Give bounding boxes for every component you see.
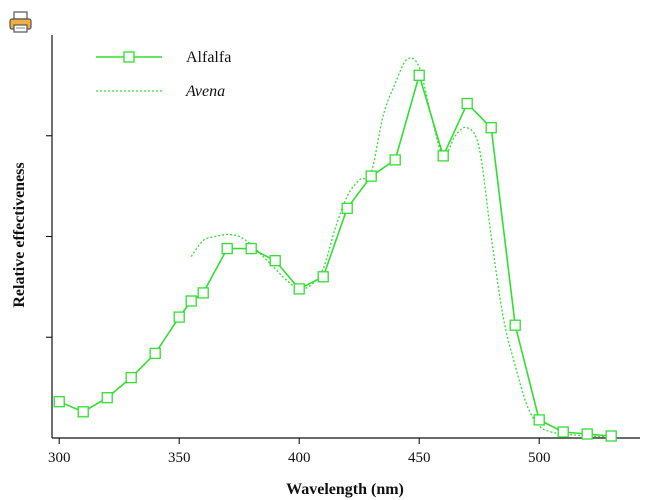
data-point-alfalfa-450 [413,69,425,81]
legend: Alfalfa Avena [96,49,231,100]
x-axis-title: Wavelength (nm) [286,481,404,498]
data-point-alfalfa-300 [53,396,65,408]
data-point-alfalfa-390 [269,255,281,267]
data-point-alfalfa-470 [461,97,473,110]
data-point-alfalfa-490 [509,319,521,331]
legend-label-alfalfa: Alfalfa [186,49,231,66]
data-point-alfalfa-530 [605,430,617,442]
x-tick-label-500: 500 [528,450,551,466]
x-tick-label-350: 350 [168,450,191,466]
y-axis-title: Relative effectiveness [11,162,28,307]
data-point-alfalfa-460 [437,150,449,162]
data-point-alfalfa-520 [581,428,593,440]
data-point-alfalfa-340 [149,347,161,360]
data-point-alfalfa-400 [293,283,305,295]
legend-label-avena: Avena [185,83,225,100]
data-point-alfalfa-370 [221,242,233,255]
x-tick-label-300: 300 [48,450,71,466]
data-point-alfalfa-350 [173,311,185,323]
x-tick-label-450: 450 [408,450,431,466]
data-point-alfalfa-440 [389,154,401,166]
data-point-alfalfa-480 [485,122,497,134]
series-line-alfalfa [58,72,612,437]
data-point-alfalfa-320 [101,392,113,404]
legend-marker-alfalfa [123,51,135,63]
data-point-alfalfa-310 [77,406,89,418]
data-point-alfalfa-380 [245,242,257,255]
data-point-alfalfa-410 [317,271,329,283]
x-tick-label-400: 400 [288,450,311,466]
printer-icon[interactable] [9,11,32,33]
data-point-alfalfa-500 [533,414,545,426]
data-point-alfalfa-430 [365,170,377,182]
data-point-alfalfa-330 [125,371,137,384]
data-point-alfalfa-360 [197,287,209,299]
data-point-alfalfa-420 [341,202,353,214]
data-point-alfalfa-510 [557,426,569,438]
data-point-alfalfa-355 [185,295,197,307]
